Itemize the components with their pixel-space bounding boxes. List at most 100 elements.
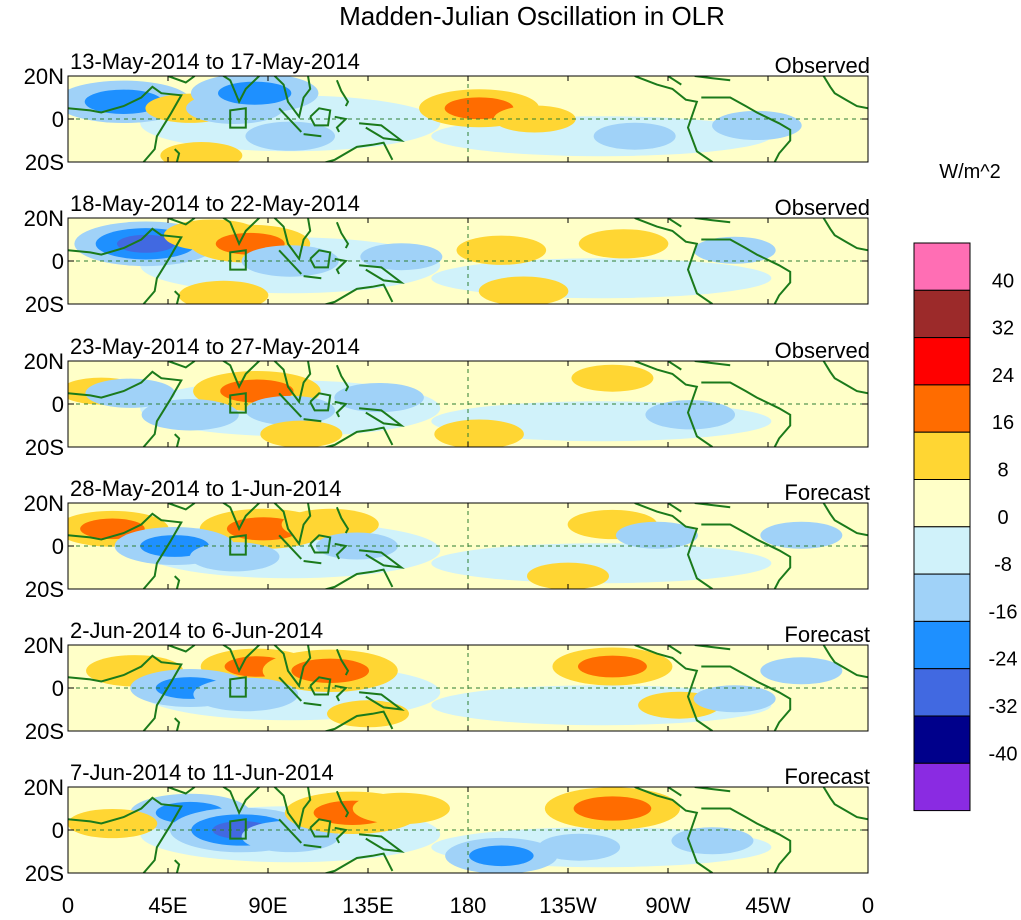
americas-west-coast <box>634 503 713 589</box>
anomaly-contour <box>693 685 776 713</box>
south-america-east-coast <box>701 665 792 731</box>
x-tick-label: 180 <box>450 893 487 918</box>
colorbar-swatch <box>913 762 971 812</box>
y-tick-label: 20N <box>24 349 64 374</box>
x-tick-label: 90E <box>248 893 287 918</box>
yucatan-coast <box>667 218 682 228</box>
australia-coast <box>323 852 394 873</box>
americas-west-coast <box>634 361 713 447</box>
y-tick-label: 0 <box>52 392 64 417</box>
australia-coast <box>322 141 394 162</box>
y-tick-label: 0 <box>52 818 64 843</box>
panel-2: 18-May-2014 to 22-May-2014 Observed 20N 0 20… <box>24 191 870 317</box>
panel-4: 28-May-2014 to 1-Jun-2014 Forecast 20N 0 20S <box>24 476 870 602</box>
anomaly-contour <box>469 845 534 867</box>
maldives-box <box>229 107 247 129</box>
madagascar-coast <box>174 575 181 589</box>
philippines-coast <box>335 79 350 107</box>
sulawesi-coast <box>334 684 348 702</box>
panel-status: Forecast <box>784 480 870 505</box>
anomaly-contour <box>760 521 843 549</box>
panel-period: 13-May-2014 to 17-May-2014 <box>70 49 360 74</box>
sulawesi-coast <box>334 400 348 418</box>
anomaly-contour <box>178 280 269 304</box>
colorbar-swatch <box>913 242 971 291</box>
africa-coast <box>68 227 183 304</box>
y-tick-label: 20S <box>25 577 64 602</box>
anomaly-contour <box>671 827 754 855</box>
australia-coast <box>323 710 394 731</box>
x-tick-label: 135E <box>342 893 393 918</box>
caribbean-coast <box>694 787 731 793</box>
anomaly-contour <box>85 378 176 408</box>
y-tick-label: 20S <box>25 150 64 175</box>
new-guinea-coast <box>359 264 405 284</box>
borneo-coast <box>309 392 332 412</box>
south-america-east-coast <box>701 96 792 162</box>
philippines-coast <box>335 364 350 392</box>
anomaly-field <box>68 508 843 589</box>
australia-coast <box>323 426 394 447</box>
sulawesi-coast <box>334 542 348 560</box>
americas-west-coast <box>634 645 713 731</box>
y-tick-label: 20N <box>24 64 64 89</box>
philippines-coast <box>335 221 350 249</box>
madagascar-coast <box>174 433 181 447</box>
borneo-coast <box>309 249 332 269</box>
caribbean-coast <box>694 218 731 224</box>
africa-coast <box>68 512 183 589</box>
west-africa-coast <box>822 76 868 110</box>
java-coast <box>303 844 322 849</box>
y-tick-label: 0 <box>52 107 64 132</box>
caribbean-coast <box>694 645 731 651</box>
africa-coast <box>68 85 183 162</box>
new-guinea-coast <box>359 407 405 427</box>
new-guinea-coast <box>359 833 405 853</box>
anomaly-field <box>68 787 772 873</box>
coastlines <box>68 76 868 162</box>
anomaly-contour <box>117 234 175 253</box>
anomaly-contour <box>360 243 443 271</box>
asia-coast <box>221 361 312 405</box>
borneo-coast <box>309 534 332 554</box>
sulawesi-coast <box>334 257 348 275</box>
panel-period: 2-Jun-2014 to 6-Jun-2014 <box>70 618 323 643</box>
madagascar-coast <box>174 859 181 873</box>
west-africa-coast <box>822 218 868 252</box>
new-guinea-coast <box>359 122 405 142</box>
x-axis: 0 45E 90E 135E 180 135W 90W 45W 0 <box>62 893 874 918</box>
maldives-box <box>229 249 247 271</box>
arabia-coast <box>167 503 196 511</box>
anomaly-contour <box>760 657 843 685</box>
y-tick-label: 0 <box>52 534 64 559</box>
coastlines <box>68 361 868 447</box>
yucatan-coast <box>667 787 682 797</box>
borneo-coast <box>309 676 332 696</box>
y-tick-label: 20S <box>25 292 64 317</box>
west-africa-coast <box>822 361 868 395</box>
coastlines <box>68 787 868 873</box>
philippines-coast <box>335 648 350 676</box>
colorbar-label: -32 <box>989 696 1018 718</box>
coastlines <box>68 503 868 589</box>
colorbar-swatch <box>913 668 971 717</box>
anomaly-contour <box>352 792 450 825</box>
asia-coast <box>221 645 312 689</box>
anomaly-contour <box>571 364 654 392</box>
maldives-box <box>229 392 247 414</box>
madagascar-coast <box>174 290 181 304</box>
y-tick-label: 0 <box>52 249 64 274</box>
sumatra-coast <box>278 392 303 418</box>
anomaly-contour <box>281 508 379 541</box>
anomaly-field <box>86 647 843 728</box>
colorbar-swatch <box>913 620 971 670</box>
new-guinea-coast <box>359 549 405 569</box>
java-coast <box>303 560 322 565</box>
anomaly-contour <box>645 400 736 430</box>
anomaly-contour <box>538 833 621 861</box>
colorbar-label: -8 <box>994 554 1012 576</box>
caribbean-coast <box>694 76 731 82</box>
anomaly-contour <box>456 235 547 265</box>
philippines-coast <box>335 506 350 534</box>
colorbar-units: W/m^2 <box>939 161 1001 183</box>
